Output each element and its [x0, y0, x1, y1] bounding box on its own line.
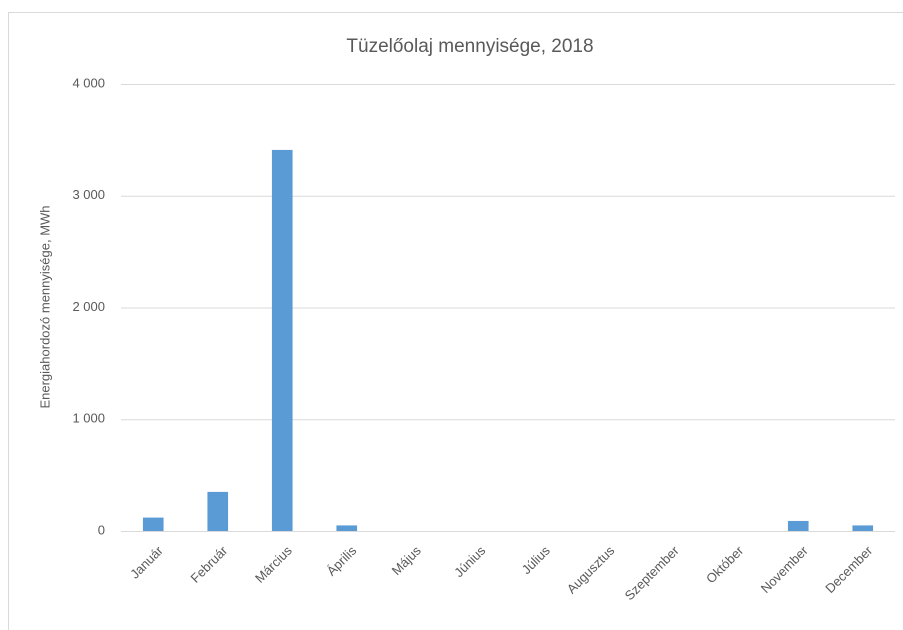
bar	[852, 525, 874, 531]
bar	[207, 491, 229, 531]
y-axis-label: Energiahordozó mennyisége, MWh	[37, 205, 52, 408]
y-tick-label: 0	[98, 522, 105, 537]
y-tick-label: 2 000	[72, 299, 105, 314]
bar	[142, 517, 164, 531]
y-tick-label: 1 000	[72, 411, 105, 426]
bar	[271, 149, 293, 531]
bar	[336, 525, 358, 531]
y-tick-label: 4 000	[72, 75, 105, 90]
chart-border	[8, 12, 903, 630]
bar	[787, 520, 809, 531]
y-tick-label: 3 000	[72, 187, 105, 202]
chart-title: Tüzelőolaj mennyisége, 2018	[346, 36, 593, 57]
